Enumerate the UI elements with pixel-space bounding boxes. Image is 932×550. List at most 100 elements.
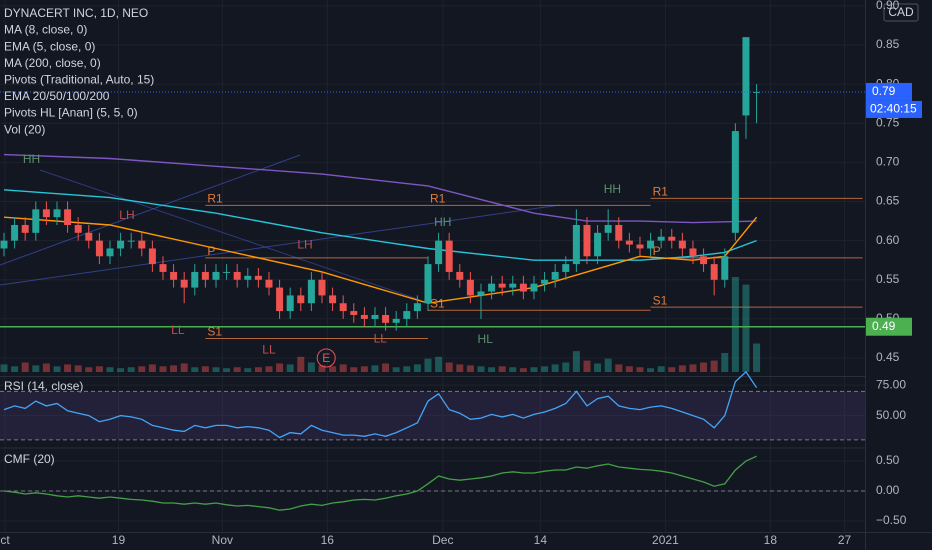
swing-label: LH <box>297 238 312 252</box>
volume-bar <box>371 365 379 372</box>
candle-body <box>95 240 103 257</box>
volume-bar <box>233 367 241 372</box>
candle-body <box>127 240 135 242</box>
volume-bar <box>541 366 549 372</box>
candle-body <box>445 240 453 272</box>
volume-bar <box>138 366 146 372</box>
candle-body <box>466 279 474 296</box>
volume-bar <box>392 367 400 372</box>
candle-body <box>0 240 8 249</box>
volume-bar <box>223 368 231 372</box>
y-tick-label: 0.85 <box>876 37 900 51</box>
legend-entry: Pivots HL [Anan] (5, 5, 0) <box>4 106 138 120</box>
candle-body <box>286 295 294 312</box>
candle-body <box>424 264 432 304</box>
pivot-label: R1 <box>207 192 223 206</box>
candle-body <box>572 224 580 265</box>
y-tick-label: 0.55 <box>876 272 900 286</box>
candle-body <box>360 314 368 319</box>
candle-body <box>498 283 506 288</box>
volume-bar <box>85 367 93 372</box>
legend-entry: Vol (20) <box>4 122 45 136</box>
swing-label: LL <box>262 342 276 356</box>
volume-bar <box>731 277 739 372</box>
x-tick-label: 19 <box>112 533 126 547</box>
volume-bar <box>159 366 167 372</box>
candle-body <box>191 271 199 288</box>
y-tick-label: 50.00 <box>876 408 906 422</box>
earnings-marker <box>316 348 336 368</box>
legend-entry: EMA 20/50/100/200 <box>4 89 110 103</box>
candle-body <box>371 314 379 319</box>
volume-bar <box>403 366 411 372</box>
volume-bar <box>604 358 612 372</box>
currency-box[interactable] <box>883 3 919 22</box>
volume-bar <box>551 364 559 372</box>
volume-bar <box>700 362 708 372</box>
pivot-label: P <box>207 244 215 258</box>
volume-bar <box>244 368 252 372</box>
earnings-label: E <box>322 351 330 365</box>
volume-bar <box>42 363 50 372</box>
candle-body <box>435 240 443 265</box>
volume-bar <box>254 367 262 372</box>
volume-bar <box>519 368 527 372</box>
candle-body <box>159 264 167 272</box>
volume-bar <box>509 367 517 372</box>
price-label: 0.79 <box>872 84 896 98</box>
candle-body <box>477 291 485 296</box>
candle-body <box>265 279 273 288</box>
volume-bar <box>710 360 718 372</box>
volume-bar <box>742 284 750 372</box>
candle-body <box>625 240 633 245</box>
x-tick-label: 27 <box>838 533 852 547</box>
volume-bar <box>456 364 464 372</box>
volume-bar <box>689 364 697 372</box>
volume-bar <box>477 366 485 372</box>
pivot-label: S1 <box>430 296 445 310</box>
candle-body <box>32 209 40 233</box>
volume-bar <box>32 365 40 372</box>
y-tick-label: 75.00 <box>876 377 906 391</box>
legend-entry: MA (200, close, 0) <box>4 56 101 70</box>
candle-body <box>657 236 665 241</box>
candle-body <box>170 271 178 280</box>
y-tick-label: 0.45 <box>876 350 900 364</box>
volume-bar <box>297 356 305 372</box>
volume-bar <box>95 366 103 372</box>
volume-bar <box>615 364 623 372</box>
volume-bar <box>647 368 655 372</box>
candle-body <box>403 311 411 319</box>
volume-bar <box>413 364 421 372</box>
candle-body <box>254 275 262 280</box>
volume-bar <box>445 362 453 372</box>
candle-body <box>530 283 538 292</box>
volume-bar <box>117 368 125 372</box>
volume-bar <box>265 366 273 372</box>
volume-bar <box>286 364 294 372</box>
candle-body <box>604 224 612 233</box>
candle-body <box>350 311 358 315</box>
volume-bar <box>350 367 358 372</box>
volume-bar <box>148 364 156 372</box>
volume-bar <box>201 366 209 372</box>
candle-body <box>223 271 231 273</box>
pane-title: CMF (20) <box>4 452 55 466</box>
moving-average <box>3 153 757 224</box>
indicator-line <box>3 370 758 439</box>
legend-entry: Pivots (Traditional, Auto, 15) <box>4 72 154 86</box>
trend-line <box>0 154 301 266</box>
volume-bar <box>753 343 761 372</box>
candle-body <box>180 279 188 288</box>
candle-body <box>85 232 93 241</box>
y-tick-label: 0.75 <box>876 115 900 129</box>
candle-body <box>615 224 623 241</box>
volume-bar <box>64 364 72 372</box>
candle-body <box>64 209 72 225</box>
level-box <box>866 317 912 336</box>
volume-bar <box>339 364 347 372</box>
volume-bar <box>488 367 496 372</box>
x-tick-label: Nov <box>212 533 233 547</box>
candle-body <box>456 271 464 280</box>
